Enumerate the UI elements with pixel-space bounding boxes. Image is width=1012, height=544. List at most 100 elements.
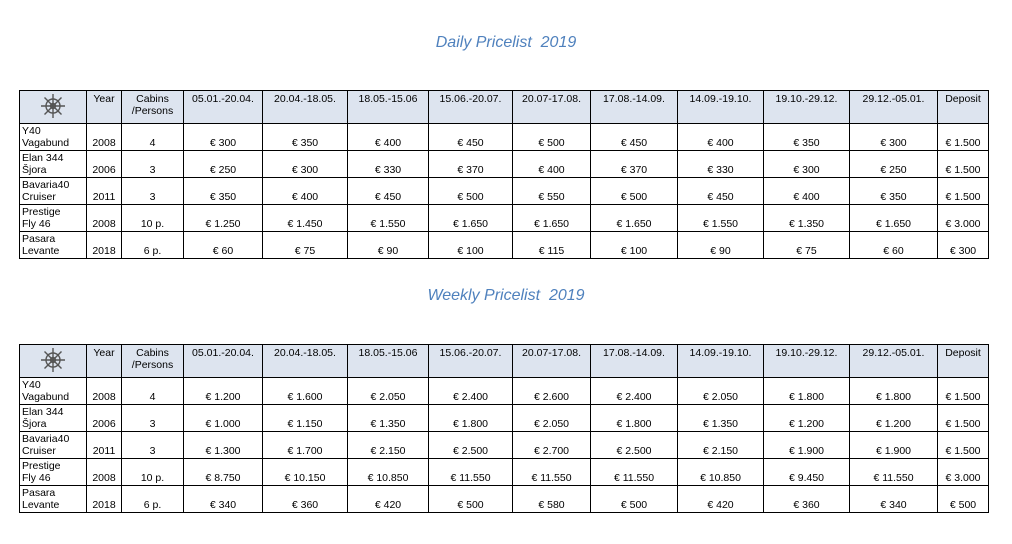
cell: € 450 (590, 123, 678, 151)
cell: € 100 (590, 231, 678, 259)
cell: € 500 (512, 123, 591, 151)
cell: € 350 (763, 123, 850, 151)
cell: € 2.150 (347, 431, 429, 459)
cell: € 1.650 (849, 204, 938, 232)
cell: € 370 (428, 150, 513, 178)
cell: € 250 (849, 150, 938, 178)
table-row: Elan 344 Šjora 2006 3 € 250 € 300 € 330 € 370 €… (19, 150, 989, 178)
header-cell: 19.10.-29.12. (763, 344, 850, 378)
header-cell: Deposit (937, 90, 989, 124)
cell: € 11.550 (590, 458, 678, 486)
cell: € 60 (849, 231, 938, 259)
cell: € 1.350 (347, 404, 429, 432)
cell: 2011 (86, 177, 122, 205)
cell: € 1.350 (677, 404, 764, 432)
cell: 2006 (86, 150, 122, 178)
cell: € 10.850 (677, 458, 764, 486)
cell: € 1.650 (512, 204, 591, 232)
cell: € 60 (183, 231, 263, 259)
cell: € 500 (590, 485, 678, 513)
header-cell: 20.07-17.08. (512, 344, 591, 378)
cell: € 3.000 (937, 204, 989, 232)
cell: € 2.400 (428, 377, 513, 405)
header-row: Year Cabins /Persons 05.01.-20.04. 20.04.-1… (19, 90, 989, 124)
header-cell: 05.01.-20.04. (183, 344, 263, 378)
cell: 2008 (86, 204, 122, 232)
header-cell: 19.10.-29.12. (763, 90, 850, 124)
cell: € 1.550 (347, 204, 429, 232)
boat-name: Y40 Vagabund (19, 123, 87, 151)
price-table: Year Cabins /Persons 05.01.-20.04. 20.04.-1… (19, 344, 989, 513)
boat-name: Prestige Fly 46 (19, 204, 87, 232)
header-cell: 14.09.-19.10. (677, 90, 764, 124)
cell: € 340 (849, 485, 938, 513)
boat-name: Elan 344 Šjora (19, 150, 87, 178)
cell: € 2.050 (347, 377, 429, 405)
cell: € 1.600 (262, 377, 348, 405)
boat-name: Pasara Levante (19, 231, 87, 259)
cell: € 300 (849, 123, 938, 151)
cell: € 2.050 (512, 404, 591, 432)
cell: € 450 (347, 177, 429, 205)
cell: € 550 (512, 177, 591, 205)
cell: € 500 (428, 177, 513, 205)
cell: € 1.500 (937, 431, 989, 459)
header-cell: Year (86, 344, 122, 378)
cell: € 2.400 (590, 377, 678, 405)
cell: € 11.550 (428, 458, 513, 486)
table-row: Y40 Vagabund 2008 4 € 300 € 350 € 400 € 450 € 5… (19, 123, 989, 151)
cell: € 115 (512, 231, 591, 259)
cell: € 75 (763, 231, 850, 259)
cell: € 100 (428, 231, 513, 259)
cell: € 11.550 (849, 458, 938, 486)
cell: € 300 (763, 150, 850, 178)
cell: € 500 (937, 485, 989, 513)
cell: € 500 (590, 177, 678, 205)
header-cell: 18.05.-15.06 (347, 344, 429, 378)
cell: € 2.500 (590, 431, 678, 459)
header-cell: 14.09.-19.10. (677, 344, 764, 378)
cell: € 420 (677, 485, 764, 513)
cell: € 2.600 (512, 377, 591, 405)
cell: € 450 (677, 177, 764, 205)
cell: € 1.450 (262, 204, 348, 232)
cell: 3 (121, 150, 184, 178)
boat-name: Prestige Fly 46 (19, 458, 87, 486)
cell: 10 p. (121, 204, 184, 232)
section-title: Daily Pricelist 2019 (435, 34, 577, 51)
cell: € 3.000 (937, 458, 989, 486)
cell: 3 (121, 177, 184, 205)
cell: € 370 (590, 150, 678, 178)
cell: € 8.750 (183, 458, 263, 486)
cell: 4 (121, 123, 184, 151)
cell: € 1.500 (937, 377, 989, 405)
boat-name: Bavaria40 Cruiser (19, 177, 87, 205)
cell: 3 (121, 404, 184, 432)
boat-name: Y40 Vagabund (19, 377, 87, 405)
cell: € 1.350 (763, 204, 850, 232)
cell: € 1.500 (937, 404, 989, 432)
cell: € 90 (677, 231, 764, 259)
cell: € 2.150 (677, 431, 764, 459)
cell: 2018 (86, 231, 122, 259)
cell: € 1.000 (183, 404, 263, 432)
header-cell: 20.07-17.08. (512, 90, 591, 124)
cell: € 400 (512, 150, 591, 178)
table-row: Prestige Fly 46 2008 10 p. € 1.250 € 1.450 € … (19, 204, 989, 232)
table-row: Bavaria40 Cruiser 2011 3 € 1.300 € 1.700 € 2.… (19, 431, 989, 459)
cell: € 350 (183, 177, 263, 205)
cell: € 300 (937, 231, 989, 259)
boat-name: Pasara Levante (19, 485, 87, 513)
cell: € 10.850 (347, 458, 429, 486)
cell: € 1.900 (763, 431, 850, 459)
cell: € 360 (763, 485, 850, 513)
cell: 2011 (86, 431, 122, 459)
cell: € 1.550 (677, 204, 764, 232)
cell: € 360 (262, 485, 348, 513)
cell: € 1.800 (590, 404, 678, 432)
header-cell: 17.08.-14.09. (590, 344, 678, 378)
header-row: Year Cabins /Persons 05.01.-20.04. 20.04.-1… (19, 344, 989, 378)
icon-cell (19, 90, 87, 124)
cell: € 11.550 (512, 458, 591, 486)
cell: 2008 (86, 377, 122, 405)
